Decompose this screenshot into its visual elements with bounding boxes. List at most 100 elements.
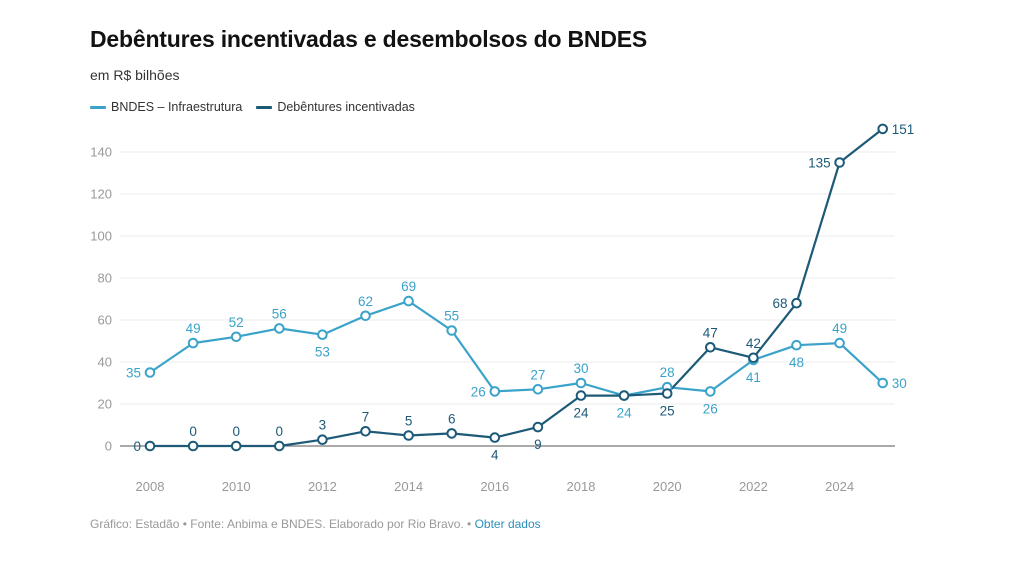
data-label-bndes: 35 bbox=[126, 366, 141, 381]
data-label-debentures: 135 bbox=[808, 156, 831, 171]
x-tick-label: 2012 bbox=[308, 479, 337, 494]
data-point-bndes[interactable] bbox=[230, 331, 242, 343]
series-layer bbox=[144, 123, 889, 452]
x-tick-label: 2016 bbox=[480, 479, 509, 494]
x-tick-label: 2024 bbox=[825, 479, 854, 494]
data-label-debentures: 5 bbox=[405, 414, 413, 429]
data-point-debentures[interactable] bbox=[791, 297, 802, 309]
data-label-bndes: 69 bbox=[401, 279, 416, 294]
data-label-bndes: 27 bbox=[530, 367, 545, 382]
data-point-bndes[interactable] bbox=[317, 329, 328, 341]
data-point-debentures[interactable] bbox=[532, 421, 544, 433]
data-label-bndes: 30 bbox=[892, 376, 907, 391]
source-note: Gráfico: Estadão • Fonte: Anbima e BNDES… bbox=[90, 517, 475, 531]
data-label-debentures: 151 bbox=[892, 122, 915, 137]
data-point-debentures[interactable] bbox=[446, 428, 458, 439]
legend: BNDES – Infraestrutura Debêntures incent… bbox=[90, 100, 415, 114]
data-label-bndes: 62 bbox=[358, 294, 373, 309]
x-tick-label: 2020 bbox=[653, 479, 682, 494]
legend-swatch-debentures bbox=[256, 105, 273, 109]
data-label-debentures: 68 bbox=[772, 296, 787, 311]
data-point-bndes[interactable] bbox=[532, 384, 544, 395]
data-point-bndes[interactable] bbox=[834, 337, 845, 349]
data-point-debentures[interactable] bbox=[230, 440, 242, 452]
data-point-bndes[interactable] bbox=[274, 323, 285, 334]
legend-item-debentures[interactable]: Debêntures incentivadas bbox=[256, 100, 415, 114]
data-point-bndes[interactable] bbox=[877, 377, 889, 389]
data-label-debentures: 4 bbox=[491, 448, 499, 463]
y-axis-ticks: 0 20 40 60 80 100 120 140 bbox=[90, 145, 112, 454]
data-label-debentures: 25 bbox=[660, 404, 675, 419]
data-label-bndes: 24 bbox=[617, 406, 633, 421]
data-label-bndes: 26 bbox=[703, 401, 718, 416]
data-label-bndes: 55 bbox=[444, 309, 459, 324]
y-tick-label: 100 bbox=[90, 229, 112, 244]
x-axis-ticks: 2008 2010 2012 2014 2016 2018 2020 2022 2024 bbox=[136, 479, 855, 494]
legend-swatch-bndes bbox=[90, 105, 106, 109]
data-label-debentures: 0 bbox=[133, 439, 141, 454]
data-label-debentures: 6 bbox=[448, 411, 456, 426]
data-point-debentures[interactable] bbox=[748, 352, 759, 364]
data-point-bndes[interactable] bbox=[791, 339, 802, 351]
footer: Gráfico: Estadão • Fonte: Anbima e BNDES… bbox=[90, 517, 541, 531]
data-label-debentures: 42 bbox=[746, 336, 761, 351]
data-point-debentures[interactable] bbox=[403, 430, 414, 441]
y-tick-label: 0 bbox=[105, 439, 112, 454]
data-point-bndes[interactable] bbox=[446, 325, 458, 336]
data-point-debentures[interactable] bbox=[360, 426, 371, 437]
data-point-debentures[interactable] bbox=[144, 440, 156, 452]
data-label-bndes: 53 bbox=[315, 345, 330, 360]
legend-item-bndes[interactable]: BNDES – Infraestrutura bbox=[90, 100, 242, 114]
data-point-debentures[interactable] bbox=[877, 123, 889, 135]
data-label-bndes: 30 bbox=[573, 361, 588, 376]
x-tick-label: 2008 bbox=[136, 479, 165, 494]
data-label-bndes: 48 bbox=[789, 355, 804, 370]
data-point-debentures[interactable] bbox=[274, 440, 285, 452]
data-label-bndes: 28 bbox=[660, 365, 675, 380]
data-point-debentures[interactable] bbox=[661, 388, 673, 399]
data-label-debentures: 0 bbox=[276, 424, 284, 439]
x-tick-label: 2018 bbox=[567, 479, 596, 494]
data-label-debentures: 0 bbox=[232, 424, 240, 439]
data-label-debentures: 47 bbox=[703, 325, 718, 340]
data-point-bndes[interactable] bbox=[489, 386, 501, 397]
legend-label-bndes: BNDES – Infraestrutura bbox=[111, 100, 243, 114]
x-tick-label: 2014 bbox=[394, 479, 423, 494]
data-label-debentures: 9 bbox=[534, 437, 542, 452]
y-tick-label: 140 bbox=[90, 145, 112, 160]
data-label-debentures: 0 bbox=[189, 424, 197, 439]
y-tick-label: 60 bbox=[98, 313, 112, 328]
y-tick-label: 40 bbox=[98, 355, 112, 370]
data-label-debentures: 3 bbox=[319, 418, 327, 433]
data-label-bndes: 49 bbox=[832, 321, 847, 336]
y-tick-label: 80 bbox=[98, 271, 112, 286]
y-tick-label: 120 bbox=[90, 187, 112, 202]
data-label-debentures: 7 bbox=[362, 409, 370, 424]
data-label-bndes: 49 bbox=[186, 321, 201, 336]
data-point-debentures[interactable] bbox=[705, 342, 716, 353]
data-label-bndes: 41 bbox=[746, 370, 761, 385]
x-tick-label: 2022 bbox=[739, 479, 768, 494]
data-point-debentures[interactable] bbox=[187, 440, 199, 452]
data-point-debentures[interactable] bbox=[834, 157, 845, 168]
data-point-bndes[interactable] bbox=[575, 377, 587, 389]
data-point-bndes[interactable] bbox=[144, 367, 156, 378]
data-point-bndes[interactable] bbox=[403, 295, 414, 307]
data-point-bndes[interactable] bbox=[187, 337, 199, 349]
series-line-bndes bbox=[149, 300, 884, 397]
data-label-bndes: 52 bbox=[229, 315, 244, 330]
x-tick-label: 2010 bbox=[222, 479, 251, 494]
series-line-debentures bbox=[150, 128, 884, 448]
data-label-debentures: 24 bbox=[573, 406, 589, 421]
data-point-debentures[interactable] bbox=[618, 390, 630, 401]
data-point-debentures[interactable] bbox=[575, 390, 587, 401]
get-data-link[interactable]: Obter dados bbox=[474, 517, 541, 531]
chart-title: Debêntures incentivadas e desembolsos do… bbox=[90, 26, 648, 52]
legend-label-debentures: Debêntures incentivadas bbox=[277, 100, 415, 114]
data-point-bndes[interactable] bbox=[360, 310, 371, 322]
data-point-debentures[interactable] bbox=[317, 434, 328, 446]
data-point-bndes[interactable] bbox=[705, 386, 716, 397]
data-point-debentures[interactable] bbox=[489, 432, 501, 443]
